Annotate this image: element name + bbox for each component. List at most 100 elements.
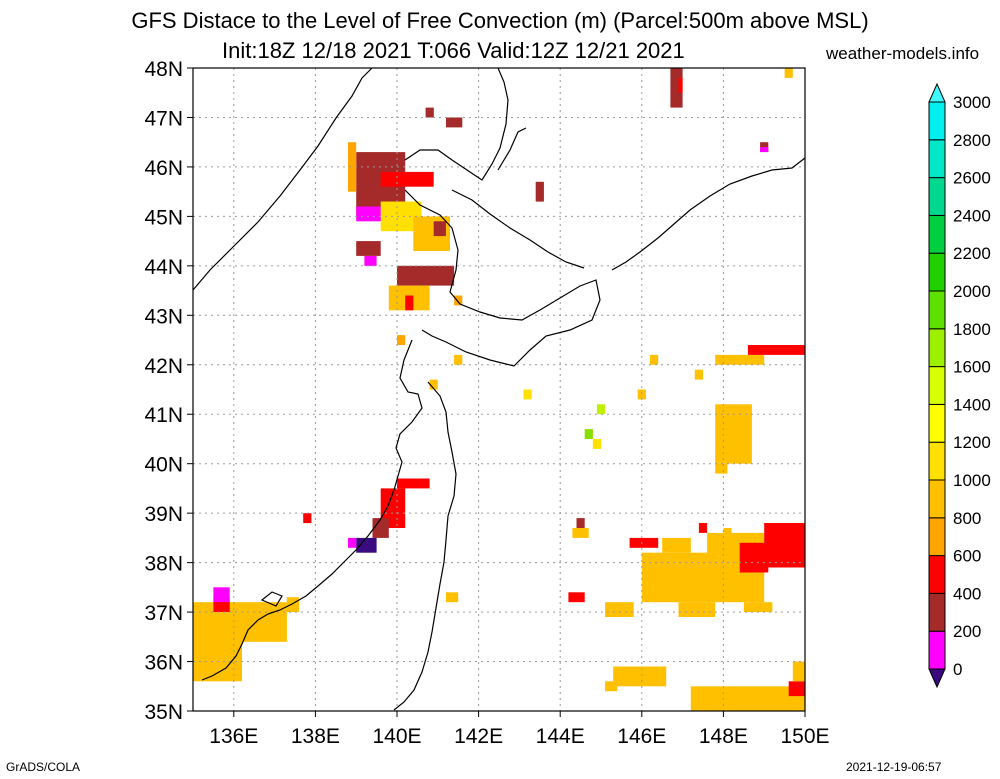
colorbar-arrow-low [928,668,946,689]
colorbar-swatch [928,214,946,254]
field-cell [764,523,805,568]
lat-label: 35N [144,701,183,724]
lat-label: 43N [144,305,183,328]
field-cell [592,439,601,449]
lat-label: 42N [144,355,183,378]
colorbar-label: 200 [953,622,981,641]
field-cell [694,369,703,380]
field-cell [760,147,769,152]
field-cell [242,602,287,642]
field-cell [405,295,414,311]
field-cell [372,518,389,538]
field-cell [784,68,793,78]
field-cell [356,206,389,222]
field-cell [605,681,618,692]
lat-label: 40N [144,454,183,477]
field-cell [397,335,406,345]
field-cell [690,686,805,711]
lat-label: 45N [144,206,183,229]
field-cell [678,77,683,93]
field-cell [715,354,765,365]
field-cell [678,602,716,617]
field-cell [723,528,732,538]
colorbar-label: 2800 [953,131,991,150]
lon-labels: 136E 138E 140E 142E 144E 146E 148E 150E [209,711,830,748]
field-cell [637,389,646,400]
map-title: GFS Distace to the Level of Free Convect… [131,8,869,33]
colorbar-label: 600 [953,547,981,566]
field-cell [629,537,659,548]
lon-label: 140E [372,725,421,748]
field-cell [523,389,532,400]
field-cell [605,602,634,617]
colorbar-label: 1400 [953,395,991,414]
lon-label: 148E [699,725,748,748]
lon-label: 142E [454,725,503,748]
colorbar-label: 800 [953,509,981,528]
coastline [192,67,806,711]
field-cell [425,107,434,118]
lat-lon-grid [193,68,805,711]
colorbar-swatch [928,592,946,632]
colorbar-label: 1000 [953,471,991,490]
field-cell [715,404,752,464]
map-subtitle: Init:18Z 12/18 2021 T:066 Valid:12Z 12/2… [222,38,685,63]
field-cell [303,513,312,524]
field-cell [739,542,769,573]
field-cell [535,181,544,202]
colorbar-label: 2600 [953,169,991,188]
lat-label: 36N [144,652,183,675]
field-cell [584,429,593,439]
field-cell [788,681,805,697]
lat-label: 48N [144,58,183,81]
cape-field [193,68,805,711]
lat-label: 46N [144,157,183,180]
coast-russia [192,67,373,291]
field-cell [380,171,434,187]
field-cell [213,587,230,603]
field-cell [715,463,728,474]
colorbar-swatch [928,555,946,594]
map-frame [192,67,806,712]
colorbar-label: 2400 [953,206,991,225]
lat-label: 44N [144,256,183,279]
field-cell [792,661,805,682]
field-cell [747,345,805,355]
field-cell [576,518,585,528]
field-cell [454,354,463,365]
timestamp-label: 2021-12-19-06:57 [846,760,942,774]
coast-sado [260,591,283,607]
colorbar-swatch [928,630,946,670]
field-cell [356,241,381,256]
field-cell [364,256,377,266]
field-cell [348,537,357,548]
field-cell [596,404,606,415]
lon-label: 138E [291,725,340,748]
coast-noto [201,613,269,681]
field-cell [743,602,773,613]
coast-kurils [611,157,806,271]
field-cell [446,117,463,128]
site-name: weather-models.info [826,44,980,63]
colorbar-swatch [928,290,946,330]
colorbar: 0 200 400 600 800 1000 1200 1400 1600 1800 2000 220… [928,82,991,689]
lon-label: 144E [536,725,585,748]
colorbar-label: 0 [953,660,962,679]
lon-label: 146E [617,725,666,748]
lat-label: 47N [144,107,183,130]
colorbar-swatch [928,328,946,368]
colorbar-swatch [928,441,946,481]
coast-hokkaido-north [451,189,585,269]
colorbar-swatch [928,479,946,519]
lon-label: 150E [780,725,829,748]
lon-label: 136E [209,725,258,748]
colorbar-label: 1800 [953,320,991,339]
colorbar-label: 1600 [953,358,991,377]
field-cell [613,666,667,687]
coast-honshu-north [267,339,423,615]
field-cell [397,478,430,489]
colorbar-swatch [928,139,946,179]
field-cell [433,221,446,237]
colorbar-swatch [928,177,946,216]
